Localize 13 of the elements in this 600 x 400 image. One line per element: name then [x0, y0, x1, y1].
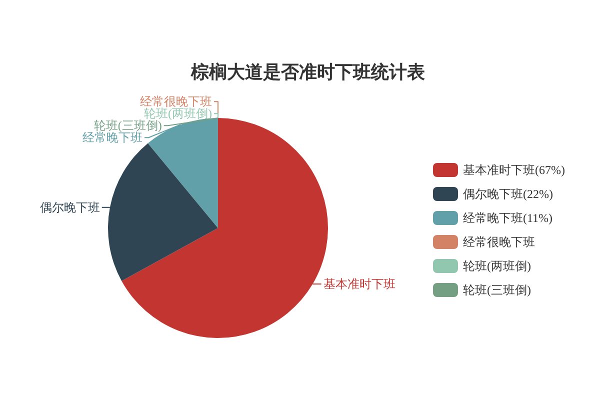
slice-label: 轮班(两班倒)	[144, 106, 212, 121]
slice-label: 经常晚下班	[82, 130, 143, 145]
slice-label: 经常很晚下班	[140, 94, 212, 109]
slice-label: 基本准时下班	[323, 277, 396, 291]
chart-title: 棕榈大道是否准时下班统计表	[191, 62, 425, 82]
legend-label: 轮班(两班倒)	[463, 259, 531, 273]
legend-label: 偶尔晚下班(22%)	[463, 187, 553, 201]
slice-label: 轮班(三班倒)	[94, 118, 162, 133]
legend-label: 经常很晚下班	[463, 235, 535, 249]
slice-label: 偶尔晚下班	[40, 200, 100, 214]
legend-label: 基本准时下班(67%)	[463, 163, 565, 177]
legend-label: 轮班(三班倒)	[463, 283, 531, 297]
legend-label: 经常晚下班(11%)	[463, 211, 553, 225]
